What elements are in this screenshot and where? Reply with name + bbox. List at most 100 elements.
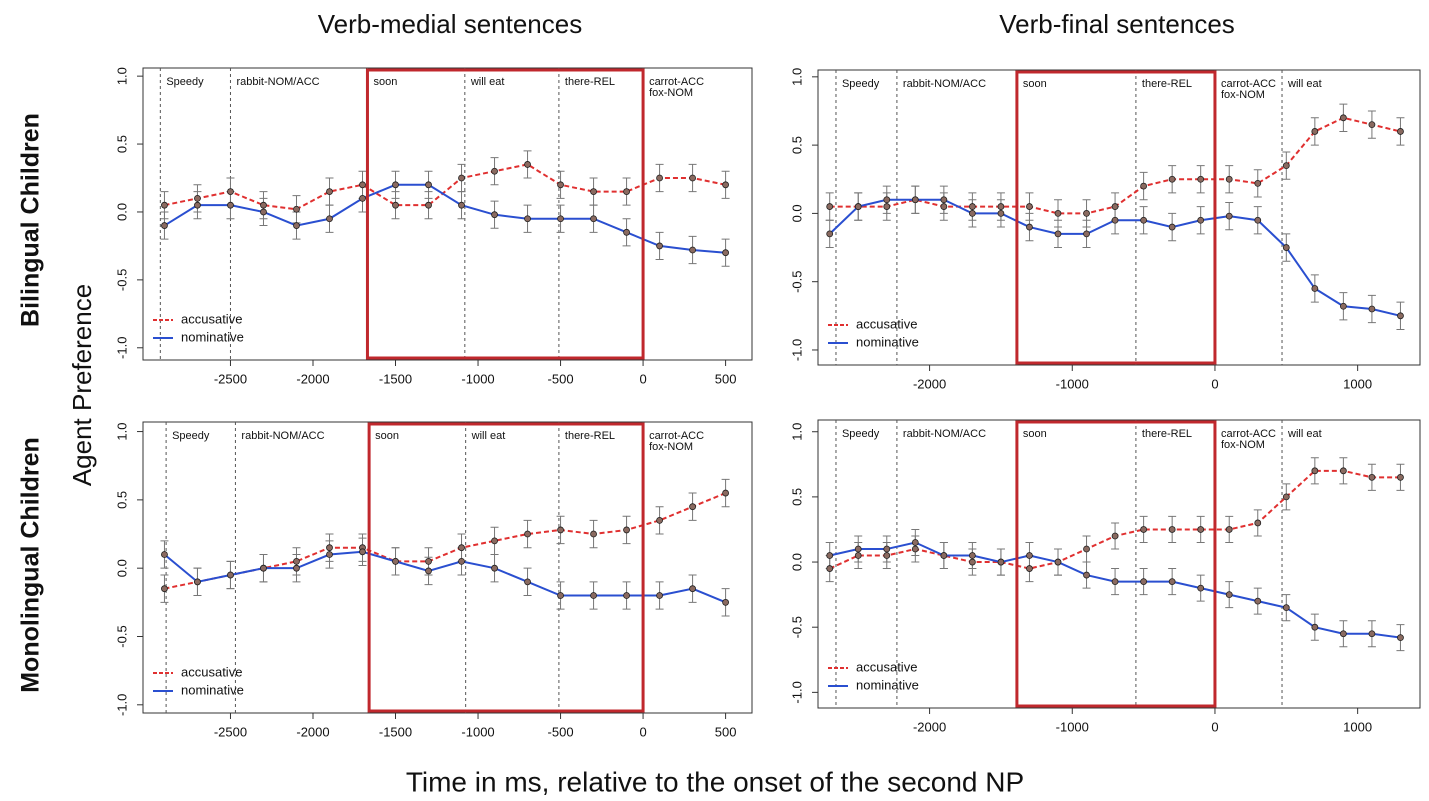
x-tick-label: -1000: [1056, 719, 1089, 734]
highlight-box: [367, 422, 645, 713]
data-point: [260, 201, 267, 209]
region-label: Speedy: [842, 78, 880, 90]
y-tick-label: 1.0: [789, 423, 804, 441]
data-point: [1111, 216, 1119, 224]
data-point: [359, 181, 366, 189]
data-point: [689, 246, 696, 254]
data-point: [227, 201, 234, 209]
region-label: will eat: [470, 76, 505, 88]
y-tick-label: 0.5: [789, 136, 804, 154]
data-point: [590, 592, 597, 599]
data-point: [491, 167, 498, 175]
data-point: [940, 203, 948, 210]
x-tick-label: -2000: [913, 376, 946, 391]
legend-label: accusative: [181, 311, 242, 326]
data-point: [1197, 584, 1205, 592]
data-point: [722, 181, 729, 189]
x-axis-label: Time in ms, relative to the onset of the…: [406, 766, 1024, 797]
legend-label: nominative: [856, 334, 919, 349]
data-point: [656, 592, 663, 599]
data-point: [911, 545, 919, 553]
data-point: [623, 592, 630, 599]
data-point: [1111, 203, 1119, 210]
column-title: Verb-final sentences: [999, 9, 1235, 39]
data-point: [491, 537, 498, 545]
x-tick-label: 1000: [1343, 376, 1372, 391]
data-point: [854, 552, 862, 559]
y-tick-label: -0.5: [114, 269, 129, 291]
data-point: [968, 210, 976, 217]
x-tick-label: -2000: [296, 724, 329, 739]
plot-frame: [817, 69, 1421, 366]
x-tick-label: -2500: [214, 371, 247, 386]
panel: -1.0 -0.5 0.0 0.5 1.0 -2500 -2000 -1500 -1000 -50…: [114, 421, 753, 739]
data-point: [1140, 182, 1148, 190]
x-tick-label: 0: [1211, 376, 1218, 391]
y-tick-label: -0.5: [114, 625, 129, 647]
data-point: [1339, 467, 1347, 475]
y-tick-label: -0.5: [789, 270, 804, 292]
data-point: [1140, 216, 1148, 224]
data-point: [1339, 114, 1347, 122]
region-label: there-REL: [565, 430, 615, 442]
data-point: [1397, 473, 1404, 481]
data-point: [524, 530, 531, 538]
data-point: [458, 557, 465, 565]
data-point: [968, 552, 976, 559]
data-point: [1225, 526, 1233, 533]
series-line: [163, 183, 726, 254]
data-point: [557, 181, 564, 189]
legend-label: accusative: [181, 664, 242, 679]
data-point: [940, 196, 948, 204]
data-point: [826, 230, 834, 238]
series-line: [164, 163, 726, 211]
data-point: [1311, 285, 1319, 292]
data-point: [1111, 578, 1119, 585]
data-point: [161, 201, 168, 209]
data-point: [1197, 175, 1205, 183]
data-point: [458, 174, 465, 182]
y-tick-label: -1.0: [789, 681, 804, 703]
data-point: [1168, 578, 1176, 585]
data-point: [997, 203, 1005, 210]
data-point: [1026, 552, 1033, 559]
data-point: [1368, 473, 1376, 481]
data-point: [722, 598, 729, 606]
data-point: [689, 585, 696, 593]
data-point: [1397, 634, 1404, 642]
data-point: [557, 592, 564, 599]
data-point: [194, 201, 201, 209]
region-label: soon: [373, 76, 397, 88]
data-point: [359, 194, 366, 202]
data-point: [458, 544, 465, 552]
data-point: [940, 552, 948, 559]
data-point: [1311, 128, 1319, 135]
series-line: [164, 492, 726, 590]
x-tick-label: 1000: [1343, 719, 1372, 734]
data-point: [689, 503, 696, 511]
data-point: [293, 222, 300, 229]
data-point: [883, 545, 891, 553]
highlight-box: [365, 68, 645, 360]
region-label: carrot-ACC: [1221, 428, 1276, 440]
x-tick-label: 0: [1211, 719, 1218, 734]
data-point: [557, 526, 564, 534]
x-tick-label: -2500: [214, 724, 247, 739]
data-point: [227, 571, 234, 579]
y-tick-label: 1.0: [789, 68, 804, 86]
data-point: [293, 564, 300, 572]
data-point: [1254, 216, 1262, 224]
region-label: carrot-ACC: [649, 430, 704, 442]
data-point: [260, 208, 267, 216]
y-tick-label: 0.0: [789, 204, 804, 222]
data-point: [826, 552, 834, 559]
data-point: [524, 161, 531, 168]
data-point: [326, 551, 333, 558]
data-point: [1168, 175, 1176, 183]
data-point: [1368, 305, 1376, 313]
region-label: fox-NOM: [1221, 439, 1265, 451]
y-tick-label: 0.5: [114, 135, 129, 153]
data-point: [883, 196, 891, 204]
legend-label: accusative: [856, 659, 917, 674]
region-label: there-REL: [565, 76, 615, 88]
